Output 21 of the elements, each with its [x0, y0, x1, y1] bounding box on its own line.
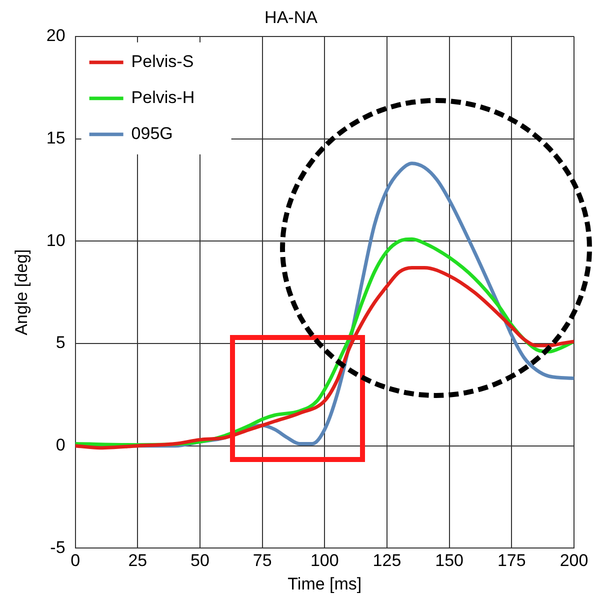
x-tick-label: 100 — [310, 551, 339, 570]
x-tick-label: 75 — [252, 551, 272, 570]
x-tick-label: 0 — [70, 551, 80, 570]
x-tick-label: 125 — [372, 551, 402, 570]
legend-label: Pelvis-S — [131, 52, 194, 72]
y-tick-label: 20 — [46, 26, 66, 46]
legend-label: Pelvis-H — [131, 88, 195, 108]
x-tick-label: 50 — [190, 551, 210, 570]
y-tick-label: 15 — [46, 128, 66, 148]
x-tick-label: 150 — [435, 551, 464, 570]
y-tick-label: -5 — [50, 538, 66, 557]
y-tick-label: 5 — [56, 333, 66, 352]
y-axis-title: Angle [deg] — [12, 249, 31, 336]
legend-label: 095G — [131, 124, 173, 144]
x-tick-label: 200 — [560, 551, 588, 570]
chart-title: HA-NA — [264, 8, 318, 27]
x-tick-label: 175 — [497, 551, 526, 570]
y-tick-label: 10 — [46, 230, 66, 250]
y-tick-label: 0 — [56, 436, 66, 455]
x-tick-label: 25 — [128, 551, 148, 570]
x-axis-title: Time [ms] — [288, 574, 362, 594]
